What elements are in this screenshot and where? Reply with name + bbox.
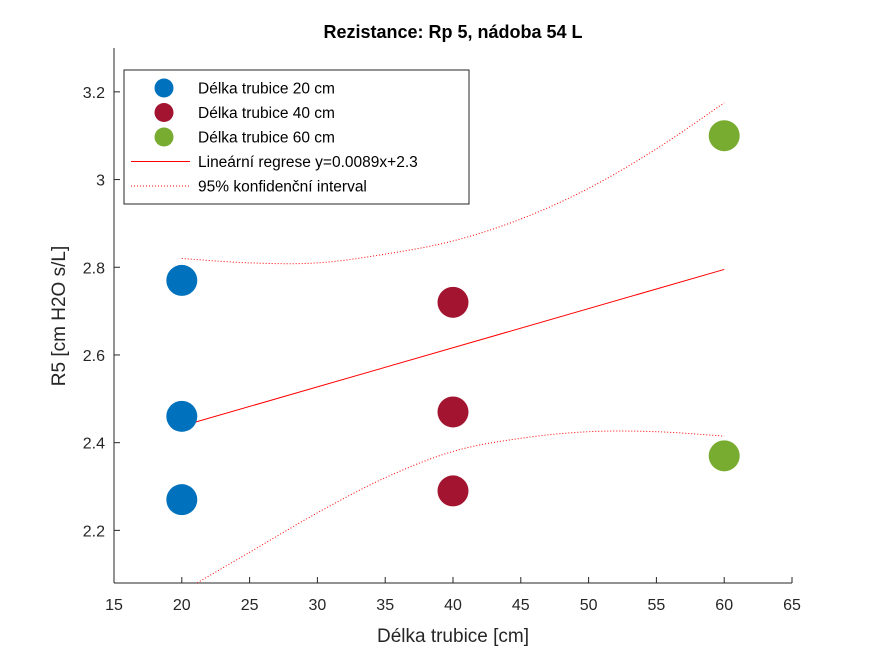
legend-marker — [154, 78, 174, 98]
legend-label: Délka trubice 40 cm — [198, 105, 335, 122]
chart-title: Rezistance: Rp 5, nádoba 54 L — [323, 22, 582, 42]
legend-label: Lineární regrese y=0.0089x+2.3 — [198, 154, 418, 171]
x-axis-title: Délka trubice [cm] — [377, 626, 529, 647]
y-tick-label: 3 — [96, 173, 105, 190]
x-tick-label: 20 — [173, 597, 191, 614]
data-point — [708, 440, 740, 472]
data-point — [437, 396, 469, 428]
x-tick-label: 40 — [444, 597, 462, 614]
data-point — [437, 286, 469, 318]
y-tick-label: 2.2 — [83, 523, 105, 540]
x-tick-label: 60 — [715, 597, 733, 614]
x-tick-label: 45 — [512, 597, 530, 614]
legend-label: Délka trubice 20 cm — [198, 81, 335, 98]
x-tick-label: 50 — [580, 597, 598, 614]
legend: Délka trubice 20 cm Délka trubice 40 cm Dé… — [123, 69, 470, 205]
data-point — [166, 400, 198, 432]
legend-marker — [154, 127, 174, 147]
x-tick-label: 35 — [376, 597, 394, 614]
legend-label: Délka trubice 60 cm — [198, 130, 335, 147]
legend-label: 95% konfidenční interval — [198, 179, 367, 196]
regression-line — [181, 268, 725, 427]
y-tick-label: 2.8 — [83, 260, 105, 277]
legend-box — [123, 69, 470, 205]
confidence-upper-line — [181, 102, 725, 265]
y-tick-label: 2.6 — [83, 348, 105, 365]
confidence-lower-line — [195, 430, 725, 583]
y-axis-title: R5 [cm H2O s/L] — [49, 246, 70, 386]
data-point — [166, 264, 198, 296]
x-tick-label: 65 — [783, 597, 801, 614]
y-tick-label: 2.4 — [83, 436, 105, 453]
x-tick-label: 30 — [309, 597, 327, 614]
x-tick-label: 25 — [241, 597, 259, 614]
data-point — [166, 484, 198, 516]
data-point — [437, 475, 469, 507]
x-tick-label: 15 — [105, 597, 123, 614]
data-point — [708, 120, 740, 152]
y-tick-label: 3.2 — [83, 85, 105, 102]
legend-marker — [154, 103, 174, 122]
x-tick-label: 55 — [648, 597, 666, 614]
